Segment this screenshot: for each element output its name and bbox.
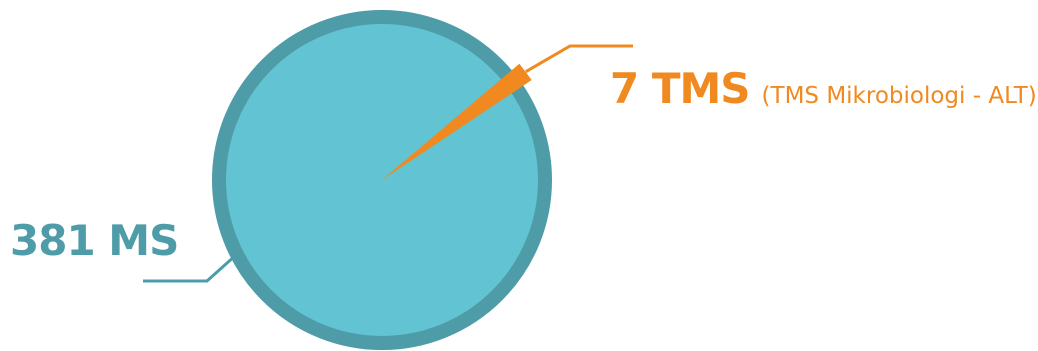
tms-slice-note: (TMS Mikrobiologi - ALT) xyxy=(761,83,1037,109)
ms-slice-label: 381 MS xyxy=(10,214,179,268)
tms-slice-label-text: 7 TMS xyxy=(610,64,751,113)
ms-slice-label-text: 381 MS xyxy=(10,216,179,265)
ms-leader-line xyxy=(143,253,238,283)
tms-slice xyxy=(382,63,532,181)
tms-leader-line xyxy=(525,44,633,73)
tms-slice-label: 7 TMS (TMS Mikrobiologi - ALT) xyxy=(610,62,1037,116)
